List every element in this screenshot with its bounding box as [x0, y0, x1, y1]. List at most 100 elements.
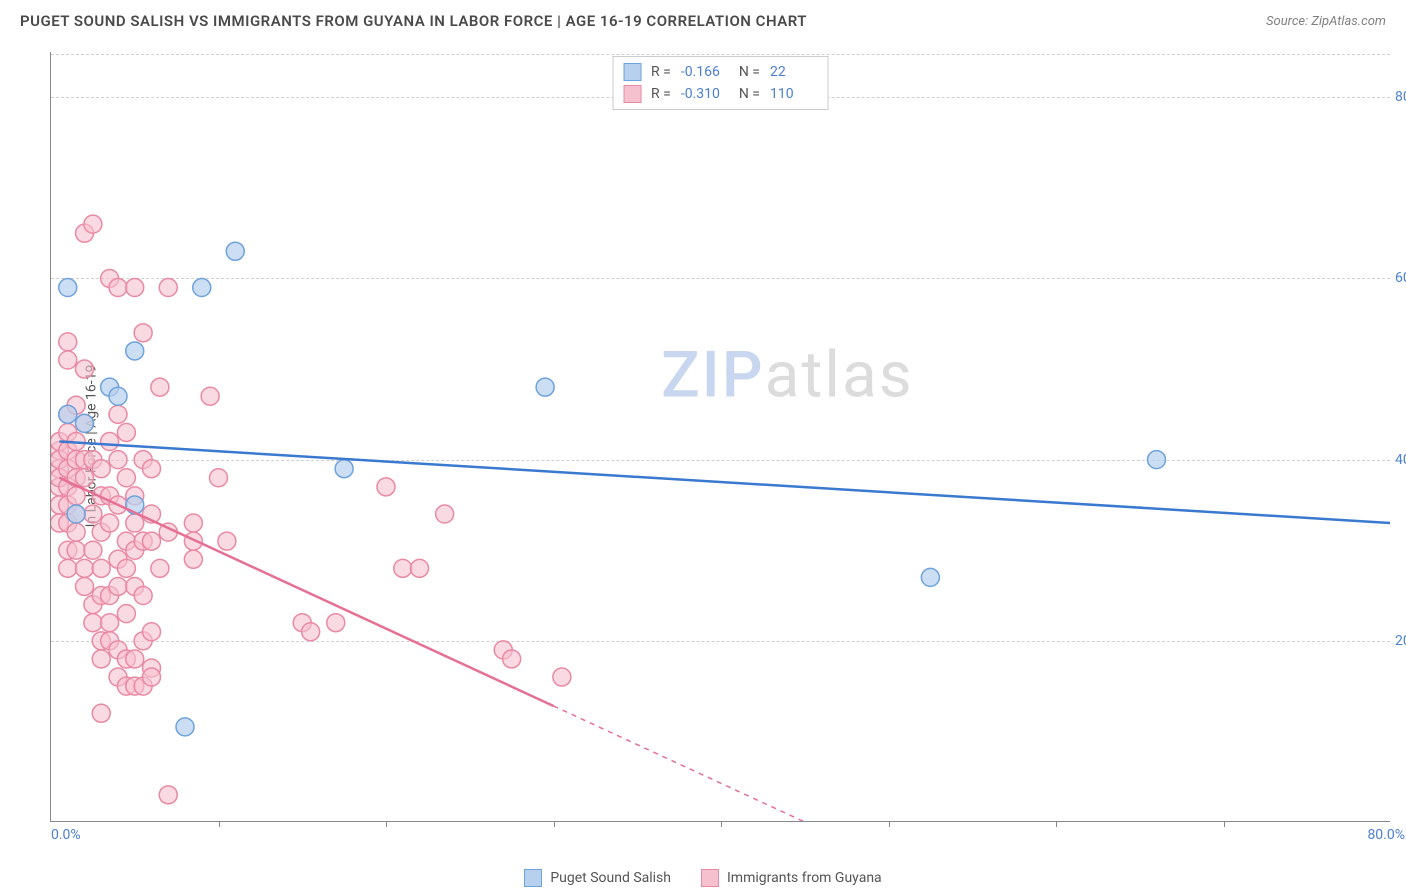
point-guyana — [109, 577, 127, 595]
x-tick — [1224, 821, 1225, 827]
legend-label-salish: Puget Sound Salish — [550, 870, 671, 886]
trendline-dashed-guyana — [554, 706, 805, 821]
point-salish — [1148, 451, 1166, 469]
point-guyana — [184, 532, 202, 550]
legend-r-guyana: -0.310 — [681, 86, 729, 102]
point-guyana — [117, 469, 135, 487]
point-guyana — [84, 614, 102, 632]
point-guyana — [134, 324, 152, 342]
point-guyana — [151, 559, 169, 577]
point-guyana — [218, 532, 236, 550]
scatter-svg — [51, 52, 1390, 821]
point-guyana — [143, 460, 161, 478]
point-guyana — [411, 559, 429, 577]
legend-r-label: R = — [651, 86, 671, 102]
point-guyana — [92, 704, 110, 722]
x-min-label: 0.0% — [51, 827, 81, 843]
point-guyana — [436, 505, 454, 523]
plot-area: ZIPatlas R = -0.166 N = 22 R = -0.310 N … — [50, 52, 1390, 822]
point-guyana — [84, 215, 102, 233]
trendline-salish — [59, 442, 1390, 524]
y-tick-label: 60.0% — [1395, 270, 1406, 286]
legend-n-label: N = — [739, 64, 760, 80]
point-guyana — [201, 387, 219, 405]
point-salish — [109, 387, 127, 405]
point-salish — [126, 342, 144, 360]
point-guyana — [117, 559, 135, 577]
point-guyana — [126, 650, 144, 668]
point-guyana — [117, 605, 135, 623]
point-guyana — [394, 559, 412, 577]
point-guyana — [84, 505, 102, 523]
point-salish — [193, 279, 211, 297]
point-salish — [59, 405, 77, 423]
point-salish — [176, 718, 194, 736]
point-guyana — [143, 623, 161, 641]
x-tick — [554, 821, 555, 827]
swatch-guyana — [623, 85, 641, 103]
swatch-salish — [623, 63, 641, 81]
legend-row-salish: R = -0.166 N = 22 — [623, 61, 818, 83]
point-guyana — [84, 541, 102, 559]
point-salish — [67, 505, 85, 523]
point-guyana — [302, 623, 320, 641]
x-tick — [721, 821, 722, 827]
x-tick — [1056, 821, 1057, 827]
point-guyana — [134, 587, 152, 605]
swatch-guyana — [701, 869, 719, 887]
legend-r-label: R = — [651, 64, 671, 80]
point-guyana — [553, 668, 571, 686]
point-guyana — [92, 460, 110, 478]
y-tick-label: 40.0% — [1395, 452, 1406, 468]
point-guyana — [143, 668, 161, 686]
point-salish — [226, 242, 244, 260]
point-guyana — [76, 360, 94, 378]
point-guyana — [109, 451, 127, 469]
point-guyana — [143, 532, 161, 550]
point-guyana — [126, 279, 144, 297]
x-tick — [386, 821, 387, 827]
y-tick-label: 20.0% — [1395, 633, 1406, 649]
point-guyana — [101, 514, 119, 532]
point-guyana — [117, 423, 135, 441]
point-guyana — [151, 378, 169, 396]
point-guyana — [59, 559, 77, 577]
point-guyana — [67, 541, 85, 559]
point-guyana — [184, 550, 202, 568]
point-guyana — [184, 514, 202, 532]
legend-item-salish: Puget Sound Salish — [524, 869, 671, 887]
x-max-label: 80.0% — [1367, 827, 1405, 843]
source-label: Source: ZipAtlas.com — [1266, 14, 1386, 29]
y-tick-label: 80.0% — [1395, 89, 1406, 105]
x-tick — [219, 821, 220, 827]
point-guyana — [92, 650, 110, 668]
point-guyana — [67, 523, 85, 541]
point-guyana — [159, 786, 177, 804]
point-guyana — [76, 559, 94, 577]
legend-n-salish: 22 — [770, 64, 818, 80]
correlation-legend: R = -0.166 N = 22 R = -0.310 N = 110 — [612, 56, 829, 110]
point-guyana — [101, 614, 119, 632]
point-guyana — [109, 405, 127, 423]
point-guyana — [76, 577, 94, 595]
legend-label-guyana: Immigrants from Guyana — [727, 870, 882, 886]
point-guyana — [159, 279, 177, 297]
point-guyana — [503, 650, 521, 668]
point-salish — [335, 460, 353, 478]
point-salish — [921, 568, 939, 586]
point-salish — [76, 414, 94, 432]
legend-n-guyana: 110 — [770, 86, 818, 102]
point-guyana — [76, 469, 94, 487]
point-guyana — [377, 478, 395, 496]
legend-row-guyana: R = -0.310 N = 110 — [623, 83, 818, 105]
point-guyana — [59, 351, 77, 369]
x-tick — [889, 821, 890, 827]
point-guyana — [59, 333, 77, 351]
point-salish — [59, 279, 77, 297]
point-salish — [536, 378, 554, 396]
series-legend: Puget Sound Salish Immigrants from Guyan… — [0, 869, 1406, 887]
point-guyana — [92, 559, 110, 577]
point-guyana — [109, 279, 127, 297]
chart-area: ZIPatlas R = -0.166 N = 22 R = -0.310 N … — [50, 52, 1390, 822]
point-guyana — [210, 469, 228, 487]
